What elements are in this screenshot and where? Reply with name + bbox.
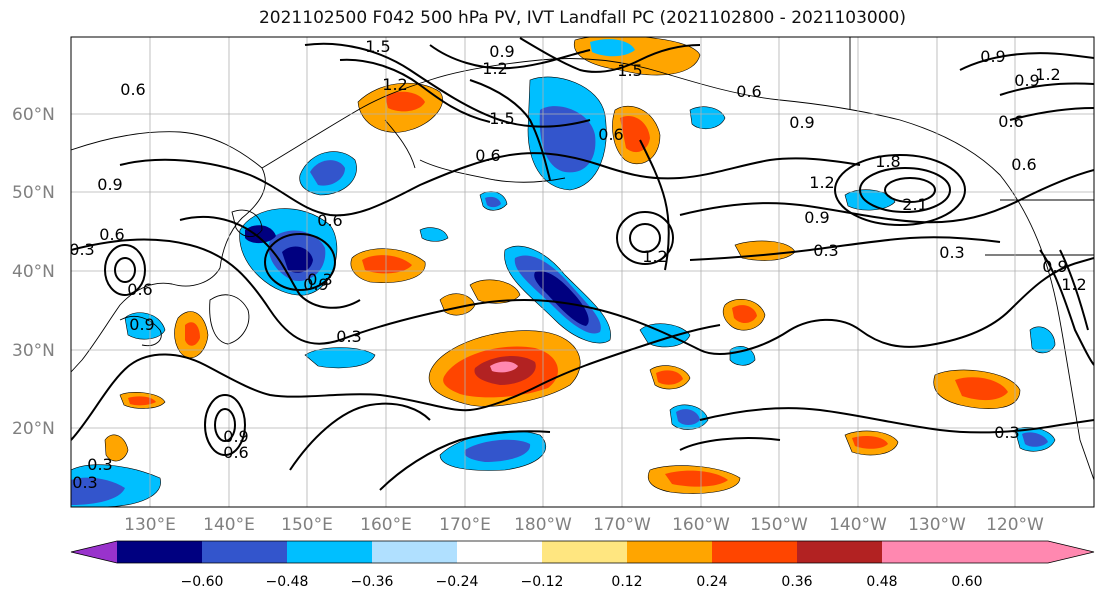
contour-label: 0.9 <box>129 315 154 334</box>
lon-label: 170°W <box>593 515 651 535</box>
contour-label: 1.2 <box>1061 275 1086 294</box>
lon-label: 140°E <box>203 515 255 535</box>
lon-label: 150°E <box>281 515 333 535</box>
colorbar-tick-label: −0.60 <box>181 574 224 590</box>
colorbar-tick-label: 0.24 <box>696 574 727 590</box>
lat-label: 50°N <box>12 183 55 203</box>
colorbar-outline <box>70 540 1095 564</box>
contour-label: 1.8 <box>875 152 900 171</box>
lat-label: 20°N <box>12 419 55 439</box>
contour-label: 1.2 <box>642 247 667 266</box>
colorbar-tick-label: −0.36 <box>351 574 394 590</box>
map-frame <box>70 36 1095 508</box>
contour-label: 0.3 <box>813 241 838 260</box>
contour-label: 0.6 <box>598 125 623 144</box>
lon-label: 170°E <box>439 515 491 535</box>
lon-label: 140°W <box>829 515 887 535</box>
lon-label: 160°E <box>360 515 412 535</box>
colorbar-segment <box>712 541 797 563</box>
colorbar-tick-label: −0.12 <box>521 574 564 590</box>
latitude-labels: 60°N 50°N 40°N 30°N 20°N <box>12 105 55 439</box>
contour-labels: 1.5 0.9 1.2 1.5 1.2 1.5 0.6 0.6 0.6 0.9 … <box>69 37 1087 492</box>
contour-label: 0.9 <box>1014 71 1039 90</box>
contour-label: 0.9 <box>1042 257 1067 276</box>
map-title: 2021102500 F042 500 hPa PV, IVT Landfall… <box>258 8 906 28</box>
contour-label: 0.3 <box>307 270 332 289</box>
colorbar-tick-label: −0.24 <box>436 574 479 590</box>
map-panel: 1.5 0.9 1.2 1.5 1.2 1.5 0.6 0.6 0.6 0.9 … <box>69 37 1094 507</box>
contour-label: 1.5 <box>617 61 642 80</box>
ivt-contours <box>71 37 1094 491</box>
contour-label: 1.5 <box>365 37 390 56</box>
longitude-labels: 130°E 140°E 150°E 160°E 170°E 180°W 170°… <box>124 515 1044 535</box>
lat-label: 40°N <box>12 262 55 282</box>
contour-label: 0.6 <box>317 211 342 230</box>
lon-label: 120°W <box>986 515 1044 535</box>
contour-label: 0.9 <box>980 47 1005 66</box>
contour-label: 0.6 <box>127 280 152 299</box>
colorbar-segment <box>882 541 1048 563</box>
contour-label: 0.6 <box>99 225 124 244</box>
contour-label: 0.9 <box>223 427 248 446</box>
contour-label: 1.2 <box>382 75 407 94</box>
contour-label: 0.3 <box>87 455 112 474</box>
lon-label: 130°W <box>908 515 966 535</box>
colorbar-tick-label: 0.60 <box>951 574 982 590</box>
colorbar-tick-label: 0.36 <box>781 574 812 590</box>
pv-shading <box>71 37 1056 507</box>
contour-label: 0.6 <box>223 443 248 462</box>
colorbar-tick-label: 0.48 <box>866 574 897 590</box>
colorbar-extend-min <box>71 541 117 563</box>
contour-label: 0.6 <box>736 82 761 101</box>
colorbar-segment <box>287 541 372 563</box>
contour-label: 1.5 <box>489 109 514 128</box>
colorbar-tick-label: 0.12 <box>611 574 642 590</box>
contour-label: 2.1 <box>902 195 927 214</box>
contour-label: 0.9 <box>789 113 814 132</box>
colorbar-segment <box>117 541 202 563</box>
contour-label: 0.6 <box>475 146 500 165</box>
lon-label: 160°W <box>672 515 730 535</box>
colorbar-segment <box>457 541 542 563</box>
colorbar-extend-max <box>1048 541 1094 563</box>
contour-label: 0.6 <box>120 80 145 99</box>
colorbar-segment <box>797 541 882 563</box>
lon-label: 130°E <box>124 515 176 535</box>
contour-label: 0.9 <box>804 208 829 227</box>
colorbar-segment <box>202 541 287 563</box>
colorbar-segment <box>372 541 457 563</box>
lon-label: 180°W <box>514 515 572 535</box>
contour-label: 0.6 <box>998 112 1023 131</box>
contour-label: 0.3 <box>72 473 97 492</box>
contour-label: 0.3 <box>994 423 1019 442</box>
contour-label: 0.3 <box>69 240 94 259</box>
contour-label: 0.6 <box>1011 155 1036 174</box>
lat-label: 30°N <box>12 341 55 361</box>
contour-label: 1.2 <box>482 59 507 78</box>
lat-label: 60°N <box>12 105 55 125</box>
contour-label: 0.9 <box>489 42 514 61</box>
contour-label: 1.2 <box>1035 65 1060 84</box>
contour-label: 0.9 <box>303 275 328 294</box>
colorbar-segment <box>542 541 627 563</box>
contour-label: 0.3 <box>939 243 964 262</box>
contour-label: 0.3 <box>336 327 361 346</box>
lon-label: 150°W <box>750 515 808 535</box>
contour-label: 1.2 <box>809 173 834 192</box>
contour-label: 0.9 <box>97 175 122 194</box>
colorbar: −0.60 −0.48 −0.36 −0.24 −0.12 0.12 0.24 … <box>70 540 1095 590</box>
colorbar-segment <box>627 541 712 563</box>
colorbar-tick-label: −0.48 <box>266 574 309 590</box>
